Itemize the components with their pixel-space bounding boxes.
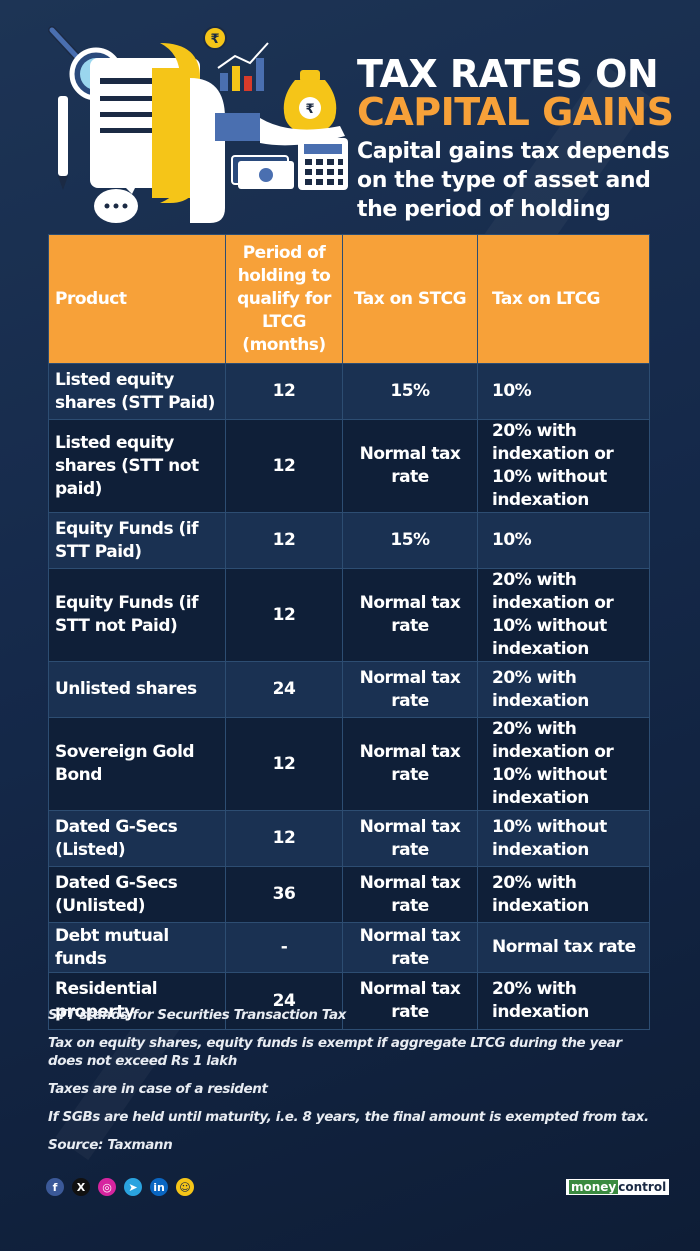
- speech-bubble-icon: [94, 178, 140, 223]
- cell-stcg: Normal tax rate: [342, 972, 478, 1030]
- cell-ltcg: Normal tax rate: [477, 922, 650, 973]
- footnote: STT stands for Securities Transaction Ta…: [48, 1007, 346, 1023]
- cell-stcg: Normal tax rate: [342, 922, 478, 973]
- snapchat-icon[interactable]: ☺: [176, 1178, 194, 1196]
- instagram-icon[interactable]: ◎: [98, 1178, 116, 1196]
- cell-product: Debt mutual funds: [48, 922, 226, 973]
- cell-ltcg: 20% with indexation: [477, 866, 650, 923]
- cell-holding-period: 12: [225, 419, 343, 513]
- cell-product: Equity Funds (if STT not Paid): [48, 568, 226, 662]
- x-icon[interactable]: X: [72, 1178, 90, 1196]
- cell-product: Dated G-Secs (Unlisted): [48, 866, 226, 923]
- cell-holding-period: 12: [225, 363, 343, 420]
- table-row: Equity Funds (if STT Paid) 12 15% 10%: [48, 512, 650, 569]
- footnote: Taxes are in case of a resident: [48, 1081, 268, 1097]
- cell-stcg: Normal tax rate: [342, 419, 478, 513]
- cell-ltcg: 20% with indexation or 10% without index…: [477, 419, 650, 513]
- cell-holding-period: -: [225, 922, 343, 973]
- cell-ltcg: 20% with indexation: [477, 661, 650, 718]
- cell-ltcg: 10%: [477, 363, 650, 420]
- bar-chart-icon: [217, 42, 269, 91]
- cell-product: Listed equity shares (STT Paid): [48, 363, 226, 420]
- title-line-2: CAPITAL GAINS: [357, 90, 674, 134]
- table-row: Listed equity shares (STT not paid) 12 N…: [48, 419, 650, 513]
- cell-stcg: 15%: [342, 512, 478, 569]
- tax-rates-table: Product Period of holding to qualify for…: [48, 234, 650, 1030]
- subtitle: Capital gains tax depends on the type of…: [357, 139, 670, 222]
- column-header-holding-period: Period of holding to qualify for LTCG (m…: [225, 234, 343, 364]
- cell-stcg: Normal tax rate: [342, 661, 478, 718]
- cell-ltcg: 10%: [477, 512, 650, 569]
- column-header-product: Product: [48, 234, 226, 364]
- cell-product: Equity Funds (if STT Paid): [48, 512, 226, 569]
- cell-product: Residential property: [48, 972, 226, 1030]
- cell-product: Unlisted shares: [48, 661, 226, 718]
- cell-ltcg: 20% with indexation or 10% without index…: [477, 568, 650, 662]
- document-icon: [90, 43, 225, 223]
- table-row: Listed equity shares (STT Paid) 12 15% 1…: [48, 363, 650, 420]
- calculator-icon: [298, 138, 348, 190]
- cell-ltcg: 20% with indexation or 10% without index…: [477, 717, 650, 811]
- social-links: f X ◎ ➤ in ☺: [46, 1178, 194, 1196]
- cash-icon: [231, 155, 294, 189]
- table-row: Residential property 24 Normal tax rate …: [48, 972, 650, 1030]
- cell-holding-period: 12: [225, 717, 343, 811]
- cell-stcg: Normal tax rate: [342, 810, 478, 867]
- cell-holding-period: 12: [225, 512, 343, 569]
- cell-holding-period: 12: [225, 810, 343, 867]
- moneycontrol-logo: money control: [566, 1179, 670, 1195]
- table-row: Unlisted shares 24 Normal tax rate 20% w…: [48, 661, 650, 718]
- cell-holding-period: 36: [225, 866, 343, 923]
- header: ₹ ₹: [0, 0, 700, 232]
- table-row: Debt mutual funds - Normal tax rate Norm…: [48, 922, 650, 973]
- table-header-row: Product Period of holding to qualify for…: [48, 234, 650, 364]
- cell-stcg: Normal tax rate: [342, 866, 478, 923]
- title-line-1: TAX RATES ON: [357, 52, 659, 96]
- cell-product: Sovereign Gold Bond: [48, 717, 226, 811]
- svg-text:₹: ₹: [210, 32, 219, 47]
- footnote: Tax on equity shares, equity funds is ex…: [48, 1035, 622, 1069]
- telegram-icon[interactable]: ➤: [124, 1178, 142, 1196]
- table-row: Sovereign Gold Bond 12 Normal tax rate 2…: [48, 717, 650, 811]
- rupee-coin-icon: ₹: [203, 26, 227, 50]
- cell-holding-period: 24: [225, 972, 343, 1030]
- cell-stcg: Normal tax rate: [342, 717, 478, 811]
- cell-stcg: 15%: [342, 363, 478, 420]
- pen-icon: [58, 96, 68, 190]
- footnote: If SGBs are held until maturity, i.e. 8 …: [48, 1109, 649, 1125]
- cell-product: Dated G-Secs (Listed): [48, 810, 226, 867]
- table-row: Dated G-Secs (Listed) 12 Normal tax rate…: [48, 810, 650, 867]
- linkedin-icon[interactable]: in: [150, 1178, 168, 1196]
- logo-part-money: money: [569, 1180, 619, 1194]
- table-row: Dated G-Secs (Unlisted) 36 Normal tax ra…: [48, 866, 650, 923]
- svg-text:₹: ₹: [305, 102, 314, 117]
- logo-part-control: control: [618, 1180, 667, 1194]
- column-header-stcg: Tax on STCG: [342, 234, 478, 364]
- cell-holding-period: 24: [225, 661, 343, 718]
- money-bag-icon: ₹: [283, 70, 337, 133]
- table-row: Equity Funds (if STT not Paid) 12 Normal…: [48, 568, 650, 662]
- header-illustration: ₹ ₹: [48, 26, 348, 223]
- cell-holding-period: 12: [225, 568, 343, 662]
- cell-ltcg: 10% without indexation: [477, 810, 650, 867]
- cell-product: Listed equity shares (STT not paid): [48, 419, 226, 513]
- footnotes: STT stands for Securities Transaction Ta…: [48, 1006, 658, 1164]
- cell-stcg: Normal tax rate: [342, 568, 478, 662]
- facebook-icon[interactable]: f: [46, 1178, 64, 1196]
- column-header-ltcg: Tax on LTCG: [477, 234, 650, 364]
- cell-ltcg: 20% with indexation: [477, 972, 650, 1030]
- source-note: Source: Taxmann: [48, 1137, 173, 1153]
